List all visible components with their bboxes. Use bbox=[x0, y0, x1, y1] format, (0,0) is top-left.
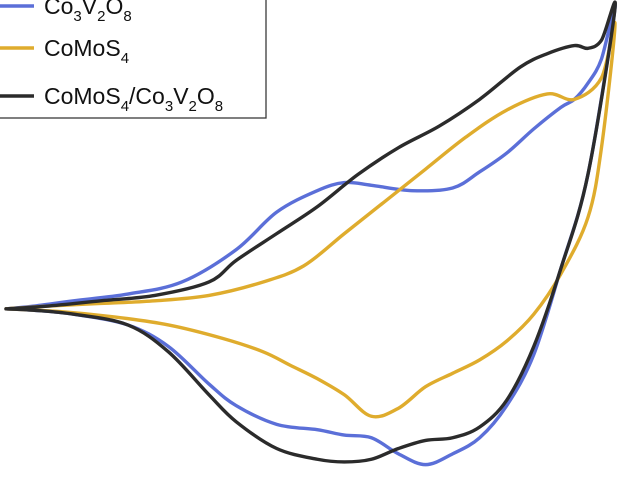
series-line-comos4 bbox=[4, 20, 617, 419]
legend-label-co3v2o8: Co3V2O8 bbox=[44, 0, 132, 25]
curves-layer bbox=[4, 0, 617, 467]
series-line-composite bbox=[4, 0, 617, 464]
legend-label-composite: CoMoS4/Co3V2O8 bbox=[44, 83, 223, 115]
legend-box bbox=[0, 0, 267, 119]
legend-label-comos4: CoMoS4 bbox=[44, 35, 129, 67]
legend: Co3V2O8 CoMoS4 CoMoS4/Co3V2O8 bbox=[0, 0, 267, 119]
